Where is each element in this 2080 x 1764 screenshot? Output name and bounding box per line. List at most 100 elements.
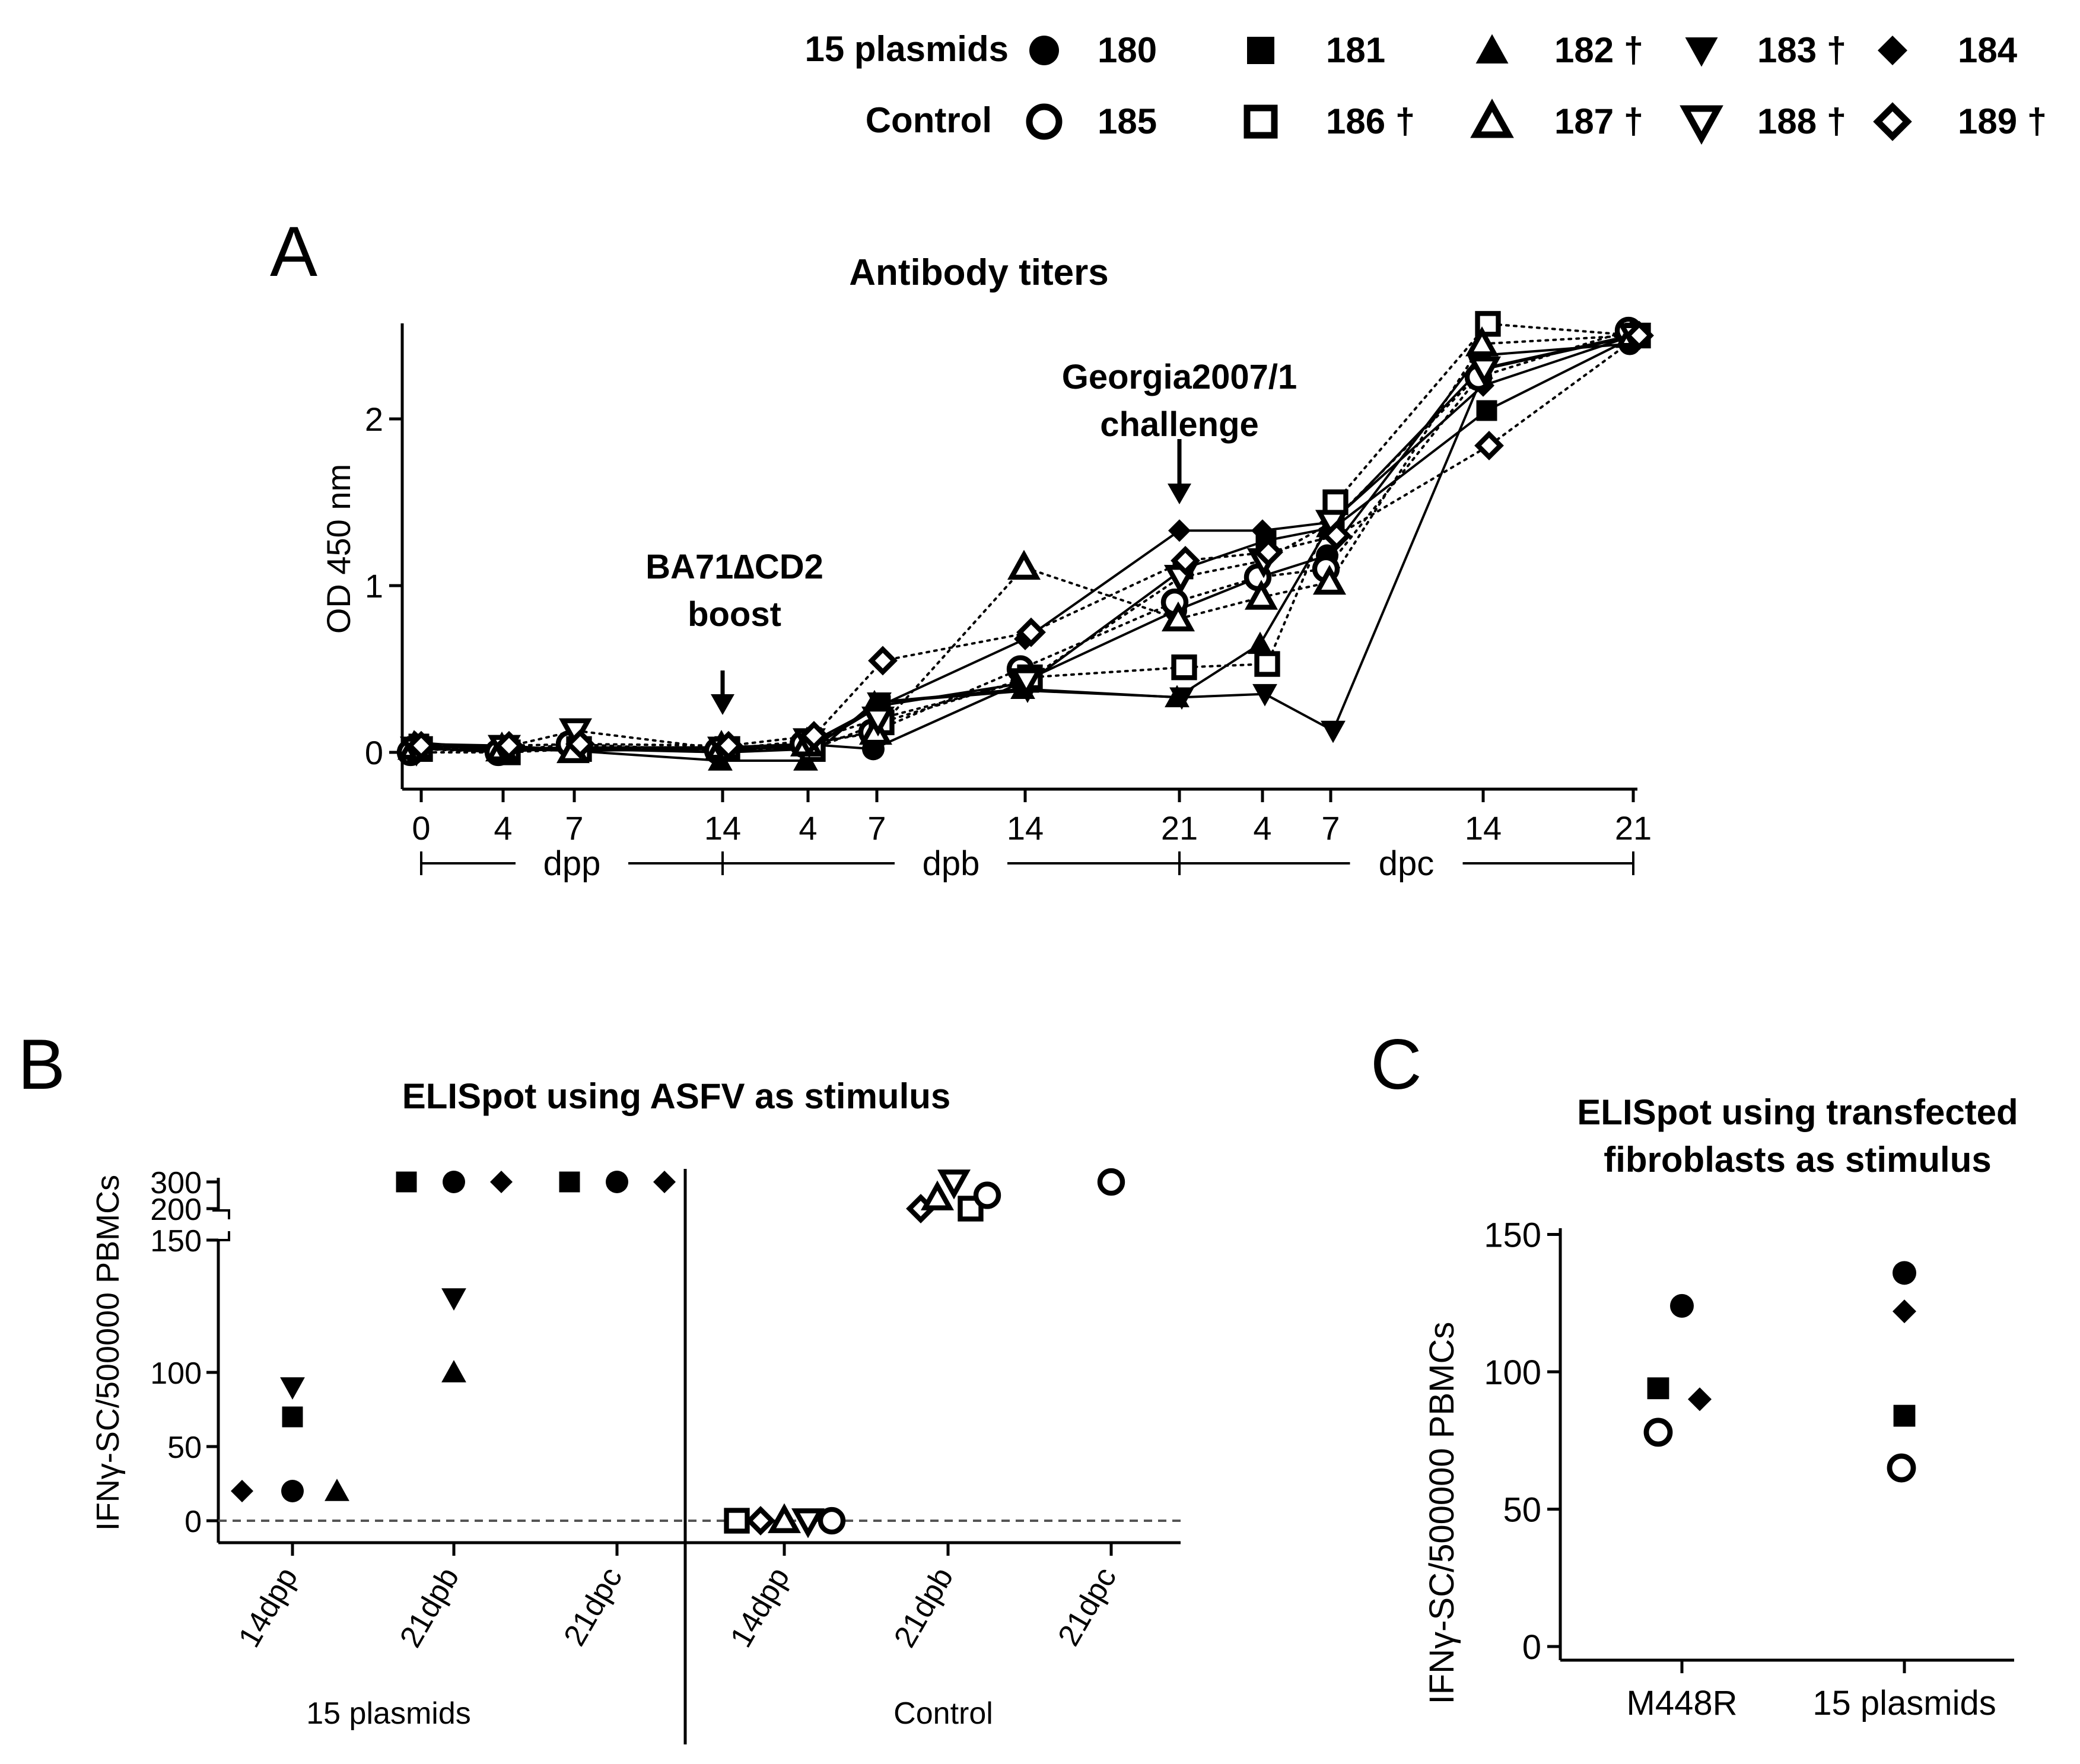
phase-label: dpc: [1379, 844, 1435, 883]
y-tick-label: 100: [1484, 1353, 1541, 1392]
data-point-180: [1893, 1261, 1916, 1285]
x-tick-label: 7: [867, 809, 886, 847]
y-tick-label: 2: [365, 401, 383, 438]
y-tick-label: 50: [167, 1431, 202, 1465]
phase-label: dpb: [923, 844, 980, 883]
data-point-183: [280, 1377, 305, 1400]
x-tick-label: 21dpc: [557, 1562, 629, 1652]
data-point-182: [441, 1360, 466, 1382]
data-point-183: [441, 1288, 466, 1311]
annotation-line: boost: [688, 595, 781, 634]
data-point-186: [1171, 654, 1197, 681]
legend-label-188: 188 †: [1757, 101, 1846, 141]
x-tick-label: 15 plasmids: [1812, 1684, 1996, 1722]
annotations: BA71∆CD2 boost Georgia2007/1 challenge: [645, 358, 1297, 715]
axes: 0 1 2 0 4 7 14 4 7 14 21 4 7 14 21 dpp dpb dpc: [365, 323, 1652, 883]
x-tick-label: 7: [1321, 809, 1340, 847]
data-point-181: [282, 1406, 303, 1428]
y-tick-label: 0: [1522, 1628, 1541, 1667]
legend-label-180: 180: [1098, 30, 1157, 70]
legend-items: 180 181 182 † 183 † 184 185 186 † 187 † 188 † 189…: [1026, 30, 2047, 145]
annotation-line: Georgia2007/1: [1062, 358, 1297, 396]
data-point-182: [325, 1479, 349, 1501]
data-point-189: [406, 730, 436, 761]
x-tick-label: 4: [799, 809, 817, 847]
data-point-189: [1474, 431, 1504, 460]
data-point-180: [443, 1171, 465, 1193]
data-point-189: [799, 720, 829, 751]
y-tick-label: 300: [150, 1166, 202, 1200]
data-point-189: [1322, 520, 1351, 551]
data-point-189: [1624, 320, 1654, 351]
chart-title-line: fibroblasts as stimulus: [1604, 1140, 1992, 1180]
x-tick-label: 21dpc: [1051, 1562, 1123, 1652]
data-point-189: [565, 729, 595, 759]
chart-title: ELISpot using ASFV as stimulus: [402, 1076, 951, 1116]
data-point-189: [746, 1506, 775, 1536]
data-point-188: [1467, 356, 1502, 387]
data-point-187: [1244, 580, 1278, 610]
legend-label-185: 185: [1098, 101, 1157, 141]
data-point-187: [767, 1503, 802, 1533]
legend-label-187: 187 †: [1554, 101, 1643, 141]
data-point-184: [490, 1171, 513, 1193]
y-tick-label: 0: [185, 1505, 202, 1539]
data-point-183: [1321, 720, 1346, 743]
data-point-180: [281, 1480, 304, 1502]
panel-letter: C: [1370, 1025, 1422, 1104]
annotation-arrowhead: [711, 694, 734, 715]
data-point-182: [1248, 631, 1273, 654]
y-axis-label: IFNγ-SC/500000 PBMCs: [90, 1175, 126, 1531]
data-point-185: [1643, 1417, 1673, 1447]
data-point-183: [1169, 687, 1194, 710]
data-point-180: [1670, 1293, 1694, 1318]
legend-label-189: 189 †: [1958, 101, 2047, 141]
x-tick-label: 7: [565, 809, 583, 847]
annotation-arrowhead: [1168, 484, 1191, 504]
data-point-189: [494, 730, 524, 761]
data-point-181: [1893, 1404, 1916, 1427]
legend-label-182: 182 †: [1554, 30, 1643, 70]
data-point-181: [1647, 1377, 1669, 1400]
data-point-187: [1465, 326, 1499, 357]
legend-group-label: 15 plasmids: [804, 29, 1009, 69]
group-label: 15 plasmids: [306, 1696, 470, 1731]
data-point-183: [1252, 684, 1277, 707]
x-tick-label: 0: [412, 809, 430, 847]
legend-marker-183: [1685, 37, 1718, 67]
chart-title: Antibody titers: [849, 252, 1108, 293]
data-point-184: [1688, 1387, 1712, 1412]
legend-group-label: Control: [866, 100, 992, 140]
x-tick-label: 14dpp: [724, 1562, 797, 1653]
legend-label-183: 183 †: [1757, 30, 1846, 70]
data-point-180: [606, 1171, 628, 1193]
x-tick-label: 21dpb: [888, 1562, 961, 1653]
y-axis-label: IFNγ-SC/500000 PBMCs: [1423, 1322, 1461, 1705]
annotation-line: BA71∆CD2: [645, 548, 823, 586]
axes: 0 50 100 150 M448R 15 plasmids: [1484, 1216, 2014, 1722]
data-point-181: [559, 1171, 580, 1193]
panel-c: C ELISpot using transfected fibroblasts …: [1370, 1025, 2018, 1722]
legend-label-184: 184: [1958, 30, 2018, 70]
data-point-187: [1312, 564, 1347, 595]
legend-marker-185: [1026, 103, 1063, 140]
x-tick-label: 14dpp: [232, 1562, 305, 1653]
data-point-185: [1097, 1168, 1125, 1196]
y-tick-label: 150: [1484, 1216, 1541, 1255]
y-tick-label: 150: [150, 1224, 202, 1258]
y-tick-label: 0: [365, 734, 383, 771]
data-point-189: [1254, 537, 1283, 567]
data-point-188: [1009, 668, 1044, 698]
legend-marker-189: [1873, 102, 1912, 141]
data-point-184: [1251, 519, 1274, 542]
data-point-184: [231, 1480, 253, 1502]
panel-letter: A: [270, 212, 317, 291]
legend-marker-188: [1680, 105, 1723, 145]
data-point-184: [1168, 519, 1191, 542]
data-point-185: [818, 1506, 846, 1535]
panel-a: A Antibody titers OD 450 nm 0 1 2 0 4 7 14 4 7 14…: [270, 212, 1654, 883]
x-tick-label: 21: [1615, 809, 1652, 847]
x-tick-label: 14: [704, 809, 741, 847]
data-point-187: [920, 1180, 955, 1210]
